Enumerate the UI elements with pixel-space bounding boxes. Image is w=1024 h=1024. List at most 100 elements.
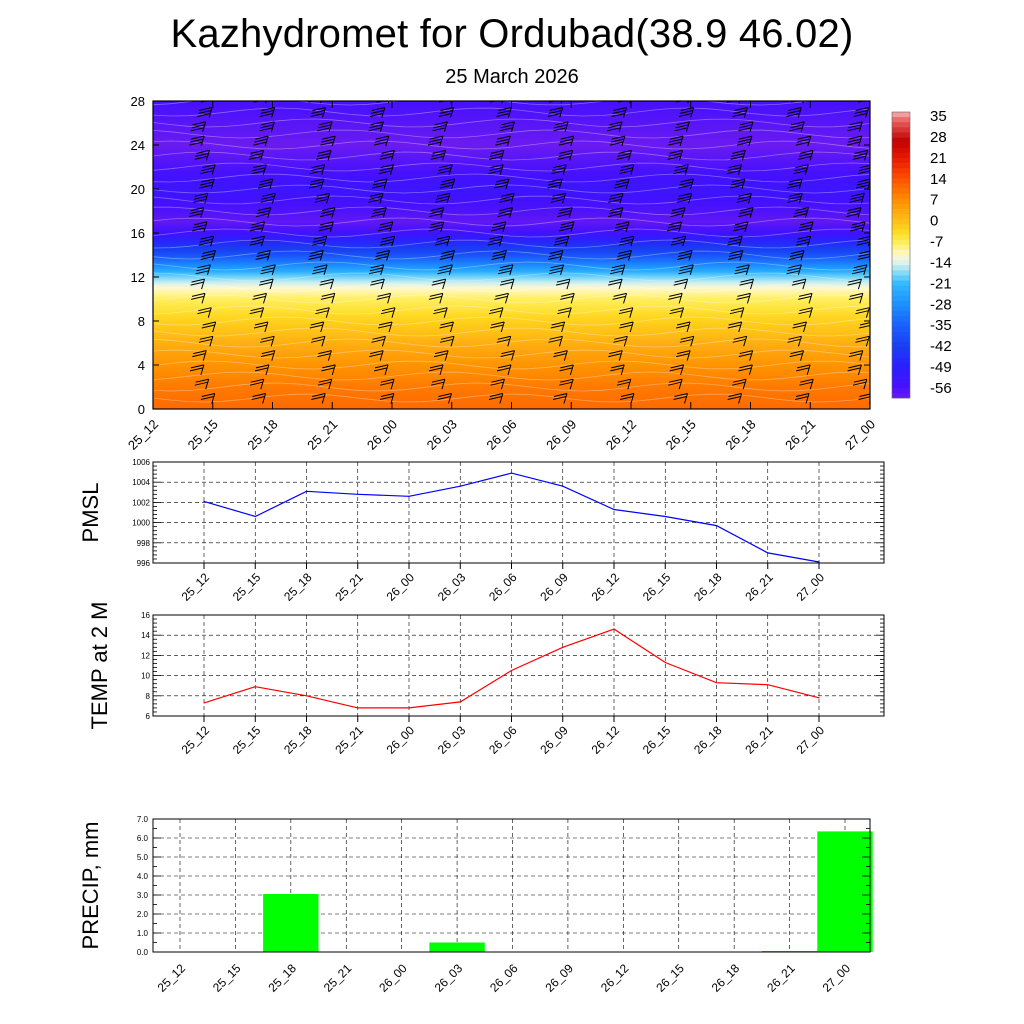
colorbar-swatch	[892, 198, 910, 205]
x-tick-label: 26_00	[384, 570, 418, 604]
y-tick-label: 3.0	[137, 891, 149, 900]
wind-barb	[553, 121, 569, 132]
wind-barb	[260, 264, 276, 275]
contour-line	[153, 239, 870, 249]
y-tick-label: 0	[138, 402, 145, 417]
data-point	[664, 515, 666, 518]
colorbar-swatch	[892, 249, 910, 256]
colorbar-swatch	[892, 234, 910, 240]
wind-barb	[376, 292, 392, 304]
colorbar-label: 35	[930, 108, 947, 125]
wind-barb	[608, 278, 623, 290]
data-point	[562, 485, 564, 487]
wind-barb	[494, 178, 510, 190]
wind-barb	[791, 278, 807, 290]
wind-barb	[670, 235, 687, 247]
wind-barb	[795, 393, 810, 404]
wind-barb	[548, 264, 565, 275]
wind-barb	[550, 321, 566, 333]
data-point	[562, 646, 564, 648]
wind-barb	[314, 192, 331, 204]
colorbar-swatch	[892, 321, 910, 327]
wind-barb	[558, 135, 575, 147]
wind-barb	[798, 149, 814, 161]
wind-barb	[676, 192, 693, 204]
colorbar-swatch	[892, 255, 910, 261]
wind-barb	[557, 149, 574, 161]
x-tick-label: 26_12	[603, 417, 639, 453]
wind-barb	[551, 164, 567, 175]
wind-barb	[730, 178, 746, 190]
wind-barb	[379, 149, 395, 161]
colorbar-label: -7	[930, 234, 943, 251]
wind-barb	[198, 335, 214, 347]
x-tick-label: 26_00	[384, 723, 418, 757]
colorbar-swatch	[892, 346, 910, 353]
wind-barb	[618, 164, 635, 175]
wind-barb	[434, 235, 451, 247]
wind-barb	[372, 178, 388, 190]
wind-barb	[491, 250, 507, 261]
wind-barb	[497, 264, 514, 275]
colorbar-swatch	[892, 142, 910, 149]
x-tick-label: 26_09	[537, 723, 571, 757]
wind-barb	[796, 364, 811, 376]
x-tick-label: 26_15	[640, 723, 674, 757]
contour-line	[153, 162, 870, 172]
wind-barb	[548, 335, 563, 347]
y-tick-label: 0.0	[137, 948, 149, 957]
colorbar-swatch	[892, 336, 910, 343]
x-tick-label: 26_15	[663, 417, 699, 453]
x-tick-label: 26_15	[653, 961, 687, 995]
x-tick-label: 25_18	[265, 961, 299, 995]
wind-barb	[430, 378, 446, 390]
contour-line	[153, 228, 870, 238]
y-tick-label: 28	[131, 94, 145, 109]
wind-barb	[260, 335, 275, 347]
x-tick-label: 26_21	[742, 570, 776, 604]
colorbar-swatch	[892, 122, 910, 128]
wind-barb	[200, 393, 216, 404]
wind-barb	[787, 335, 802, 347]
data-point	[203, 702, 205, 704]
wind-barb	[249, 221, 266, 233]
wind-barb	[200, 164, 216, 175]
x-tick-label: 25_15	[230, 723, 264, 757]
wind-barb	[739, 278, 754, 290]
colorbar-label: -49	[930, 359, 952, 376]
wind-barb	[670, 207, 686, 218]
y-tick-label: 1.0	[137, 929, 149, 938]
wind-barb	[380, 378, 395, 390]
data-point	[613, 508, 615, 511]
colorbar-swatch	[892, 132, 910, 138]
data-point	[305, 695, 308, 697]
plot-frame	[152, 614, 885, 717]
wind-barb	[677, 250, 693, 261]
wind-barb	[608, 207, 624, 218]
wind-barb	[855, 178, 870, 190]
wind-barb	[368, 121, 384, 132]
y-tick-label: 16	[141, 611, 150, 620]
wind-barb	[432, 121, 448, 132]
wind-barb	[846, 207, 862, 218]
colorbar-swatch	[892, 244, 910, 251]
colorbar-swatch	[892, 316, 910, 322]
wind-barb	[669, 364, 685, 376]
colorbar-swatch	[892, 163, 910, 169]
x-tick-label: 26_03	[435, 570, 469, 604]
wind-barb	[666, 221, 683, 233]
wind-barb	[249, 307, 265, 318]
wind-barb	[679, 335, 695, 347]
wind-barb	[439, 178, 456, 190]
y-tick-label: 20	[131, 182, 145, 197]
wind-barb	[798, 307, 813, 318]
wind-barb	[608, 350, 623, 361]
wind-barb	[727, 235, 743, 247]
contour-line	[153, 250, 870, 260]
colorbar-swatch	[892, 209, 910, 215]
wind-barb	[786, 107, 802, 118]
contour-line	[153, 151, 870, 161]
wind-barb	[732, 335, 748, 347]
wind-barb	[319, 278, 335, 290]
